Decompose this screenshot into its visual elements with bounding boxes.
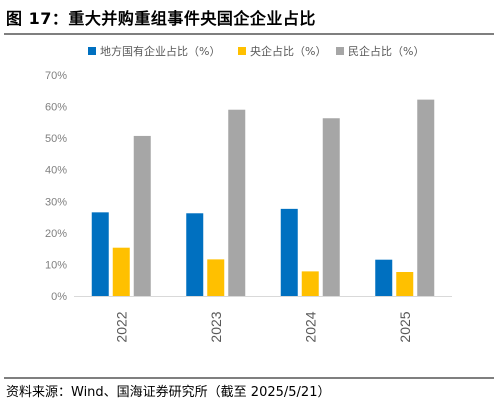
bar-2025-series-1	[375, 259, 393, 296]
bar-2024-series-3	[322, 118, 340, 296]
x-axis: 2022 2023 2024 2025	[74, 296, 452, 343]
x-tick-label: 2023	[208, 311, 224, 342]
x-tick-label: 2024	[302, 311, 318, 342]
bottom-rule	[4, 377, 494, 379]
bar-2025-series-3	[417, 99, 435, 296]
figure-title: 图 17：重大并购重组事件央国企企业占比	[6, 9, 316, 28]
legend-label-1: 地方国有企业占比（%）	[100, 44, 220, 58]
top-rule	[4, 33, 494, 35]
bar-2024-series-1	[280, 208, 298, 296]
legend-label-2: 央企占比（%）	[250, 44, 326, 58]
y-tick-label: 40%	[45, 165, 67, 177]
y-tick-label: 70%	[45, 70, 67, 82]
bar-2023-series-3	[228, 109, 246, 296]
bar-2024-series-2	[301, 271, 319, 296]
x-tick-label: 2025	[397, 311, 413, 342]
bars	[91, 99, 435, 296]
bar-chart: 地方国有企业占比（%） 央企占比（%） 民企占比（%） 0% 10% 20% 30% 40%…	[45, 44, 452, 343]
y-tick-label: 30%	[45, 196, 67, 208]
legend-label-3: 民企占比（%）	[348, 44, 424, 58]
bar-2022-series-3	[133, 135, 151, 296]
y-tick-label: 20%	[45, 228, 67, 240]
bar-2022-series-2	[112, 247, 130, 296]
bar-2022-series-1	[91, 212, 109, 296]
y-tick-label: 50%	[45, 133, 67, 145]
bar-2023-series-1	[186, 213, 204, 296]
legend-swatch-1	[88, 47, 96, 55]
y-tick-label: 10%	[45, 259, 67, 271]
y-axis: 0% 10% 20% 30% 40% 50% 60% 70%	[45, 70, 67, 303]
y-tick-label: 0%	[51, 291, 67, 303]
legend: 地方国有企业占比（%） 央企占比（%） 民企占比（%）	[88, 44, 424, 58]
bar-2025-series-2	[396, 272, 414, 296]
source-note: 资料来源：Wind、国海证券研究所（截至 2025/5/21）	[6, 385, 331, 400]
legend-swatch-2	[238, 47, 246, 55]
bar-2023-series-2	[207, 259, 225, 296]
legend-swatch-3	[336, 47, 344, 55]
y-tick-label: 60%	[45, 102, 67, 114]
x-tick-label: 2022	[113, 311, 129, 342]
